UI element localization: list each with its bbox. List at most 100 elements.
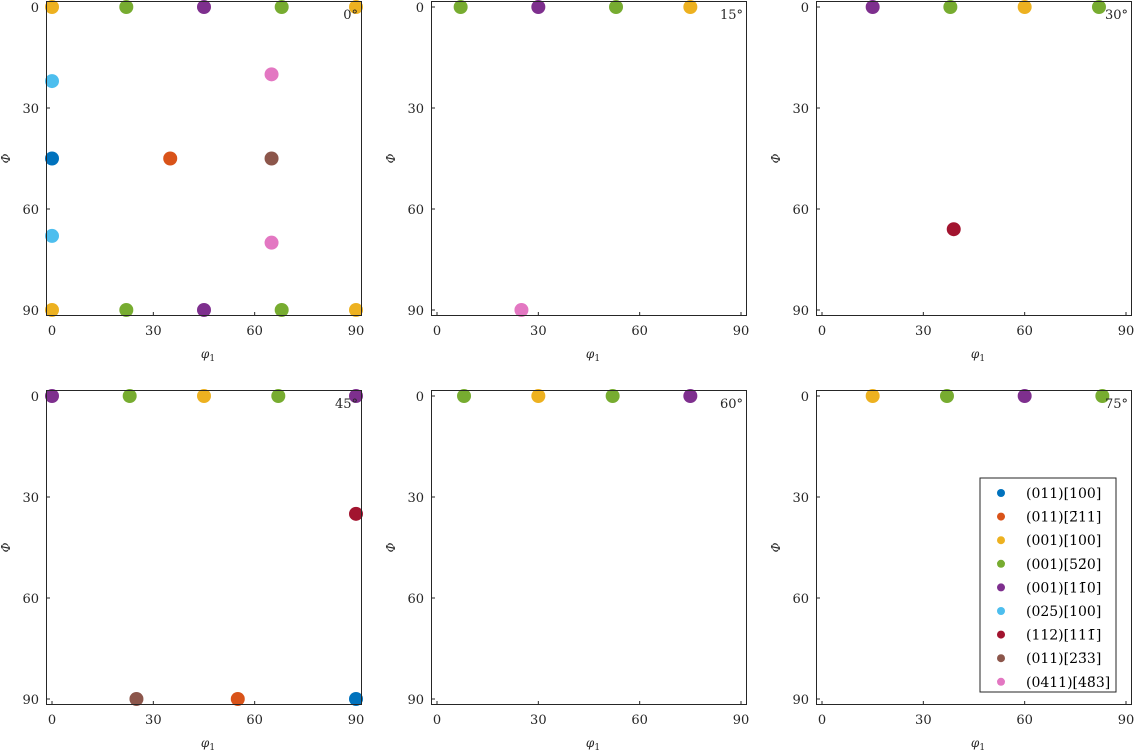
- y-tick-label: 90: [22, 304, 39, 319]
- legend-marker-s5: [997, 583, 1005, 592]
- axes-frame: [816, 1, 1132, 316]
- axes-frame: [46, 1, 362, 316]
- data-point-s5: [683, 389, 698, 403]
- y-tick-label: 90: [407, 304, 424, 319]
- data-point-s6: [45, 74, 59, 89]
- x-tick-label: 60: [246, 713, 263, 728]
- data-point-s9: [514, 303, 529, 317]
- y-axis-label: Φ: [769, 542, 783, 552]
- data-point-s4: [939, 389, 954, 403]
- data-point-s3: [197, 389, 211, 403]
- data-point-s1: [45, 151, 59, 166]
- data-point-s4: [609, 0, 624, 14]
- y-tick-label: 30: [22, 102, 39, 117]
- y-axis-label: Φ: [769, 153, 783, 163]
- x-axis-label: φ1: [586, 736, 600, 753]
- data-point-s5: [349, 389, 363, 403]
- data-point-s4: [943, 0, 958, 14]
- legend-label-s3: (001)[100]: [1026, 533, 1101, 549]
- y-tick-label: 30: [22, 491, 39, 506]
- y-tick-label: 30: [407, 102, 424, 117]
- y-tick-label: 90: [407, 693, 424, 708]
- legend-marker-s7: [997, 630, 1005, 639]
- x-tick-label: 0: [48, 713, 56, 728]
- x-tick-label: 0: [818, 713, 826, 728]
- panel-annotation: 60°: [720, 397, 743, 412]
- legend-label-s9: (0411)[48̄3]: [1026, 675, 1110, 691]
- data-point-s2: [230, 692, 245, 706]
- data-point-s4: [605, 389, 620, 403]
- legend-label-s2: (011)[2̄11]: [1026, 510, 1101, 526]
- y-axis-label: Φ: [384, 542, 398, 552]
- data-point-s3: [1017, 0, 1032, 14]
- legend-label-s6: (025)[100]: [1026, 604, 1101, 620]
- panel-5: 0 30 60 90 0 30 60 90 φ1 Φ 60°: [384, 389, 749, 753]
- data-point-s4: [122, 389, 137, 403]
- y-axis-label: Φ: [0, 542, 13, 552]
- y-tick-label: 0: [31, 1, 39, 16]
- legend-label-s5: (001)[11̄0]: [1026, 580, 1101, 596]
- y-tick-label: 60: [792, 592, 809, 607]
- y-tick-label: 30: [792, 491, 809, 506]
- axes-frame: [816, 390, 1132, 705]
- y-tick-label: 60: [22, 203, 39, 218]
- panel-annotation: 15°: [720, 8, 743, 23]
- x-tick-label: 90: [1118, 713, 1135, 728]
- panel-annotation: 75°: [1105, 397, 1128, 412]
- x-tick-label: 60: [631, 324, 648, 339]
- data-point-s5: [197, 0, 211, 14]
- data-point-s1: [349, 692, 363, 706]
- panel-1: 0 30 60 90 0 30 60 90 φ1 Φ 0°: [0, 0, 364, 364]
- x-tick-label: 60: [1016, 324, 1033, 339]
- data-point-s5: [531, 0, 546, 14]
- y-tick-label: 0: [31, 390, 39, 405]
- x-tick-label: 90: [1118, 324, 1135, 339]
- legend-marker-s4: [997, 559, 1005, 568]
- x-axis-label: φ1: [201, 347, 215, 364]
- data-point-s5: [1017, 389, 1032, 403]
- x-tick-label: 30: [530, 324, 547, 339]
- legend-marker-s2: [997, 512, 1005, 521]
- x-tick-label: 0: [48, 324, 56, 339]
- y-tick-label: 90: [792, 304, 809, 319]
- x-tick-label: 0: [433, 713, 441, 728]
- y-tick-label: 90: [22, 693, 39, 708]
- x-tick-label: 0: [433, 324, 441, 339]
- data-point-s3: [531, 389, 546, 403]
- legend-label-s8: (011)[23̄3]: [1026, 651, 1101, 667]
- panel-3: 0 30 60 90 0 30 60 90 φ1 Φ 30°: [769, 0, 1134, 364]
- x-tick-label: 30: [915, 324, 932, 339]
- x-axis-label: φ1: [201, 736, 215, 753]
- x-axis-label: φ1: [971, 347, 985, 364]
- axes-frame: [431, 390, 747, 705]
- y-tick-label: 30: [792, 102, 809, 117]
- panel-annotation: 30°: [1105, 8, 1128, 23]
- data-point-s4: [1095, 389, 1110, 403]
- y-tick-label: 0: [416, 1, 424, 16]
- data-point-s3: [349, 303, 363, 317]
- data-point-s5: [865, 0, 880, 14]
- data-point-s3: [683, 0, 698, 14]
- y-tick-label: 0: [416, 390, 424, 405]
- x-tick-label: 30: [145, 713, 162, 728]
- legend-label-s7: (112)[111̄]: [1026, 628, 1101, 644]
- y-tick-label: 60: [792, 203, 809, 218]
- panel-2: 0 30 60 90 0 30 60 90 φ1 Φ 15°: [384, 0, 749, 364]
- data-point-s4: [457, 389, 472, 403]
- legend-marker-s6: [997, 607, 1005, 615]
- data-point-s3: [349, 0, 363, 14]
- data-point-s8: [264, 151, 279, 166]
- x-tick-label: 90: [733, 324, 750, 339]
- data-point-s4: [453, 0, 468, 14]
- legend-marker-s8: [997, 654, 1005, 663]
- y-axis-label: Φ: [384, 153, 398, 163]
- x-tick-label: 90: [733, 713, 750, 728]
- data-point-s3: [45, 0, 59, 14]
- x-tick-label: 60: [246, 324, 263, 339]
- data-point-s9: [264, 67, 279, 82]
- x-tick-label: 90: [348, 713, 365, 728]
- data-point-s9: [264, 235, 279, 250]
- legend: (011)[100] (011)[2̄11] (001)[100] (001)[52̄…: [979, 477, 1117, 693]
- y-tick-label: 60: [22, 592, 39, 607]
